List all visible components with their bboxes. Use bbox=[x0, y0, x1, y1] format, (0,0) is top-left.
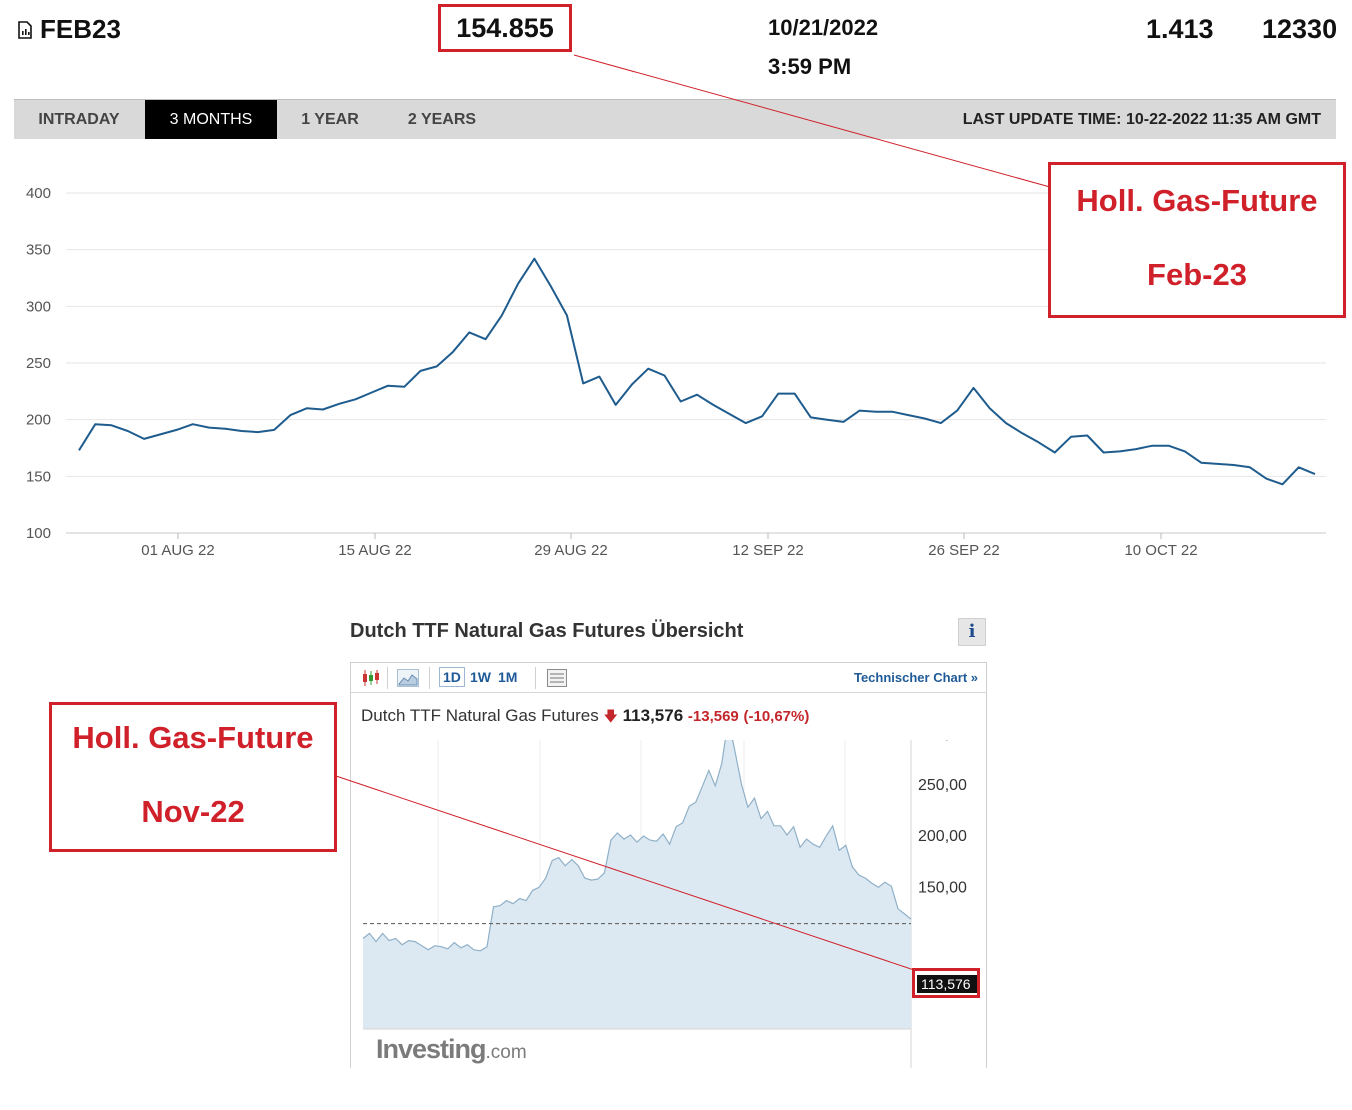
table-view-icon[interactable] bbox=[547, 669, 567, 687]
y-tick-label: 150,00 bbox=[918, 879, 967, 896]
document-chart-icon bbox=[18, 20, 32, 39]
current-price-tag: 113,576 bbox=[912, 968, 980, 998]
pointer-line-bottom bbox=[335, 775, 915, 971]
y-tick-label: 400 bbox=[26, 185, 51, 202]
y-tick-label: 300,00 bbox=[918, 740, 967, 743]
y-tick-label: 200,00 bbox=[918, 828, 967, 845]
annotation-nov22-line1: Holl. Gas-Future bbox=[72, 720, 314, 755]
volume: 12330 bbox=[1262, 14, 1338, 44]
current-price-label: 113,576 bbox=[917, 975, 977, 993]
price-line bbox=[78, 257, 1316, 486]
x-tick-label: 15 AUG 22 bbox=[338, 542, 411, 559]
instrument-summary: Dutch TTF Natural Gas Futures 🡇 113,576 … bbox=[361, 706, 809, 730]
tab-intraday[interactable]: INTRADAY bbox=[38, 111, 120, 128]
y-tick-label: 250 bbox=[26, 355, 51, 372]
candlestick-icon[interactable] bbox=[361, 669, 381, 687]
range-1w-button[interactable]: 1W bbox=[470, 669, 491, 685]
instrument-price: 113,576 bbox=[622, 706, 684, 725]
range-1m-button[interactable]: 1M bbox=[498, 669, 518, 685]
y-tick-label: 350 bbox=[26, 242, 51, 259]
tab-2-years[interactable]: 2 YEARS bbox=[407, 111, 477, 128]
quote-symbol: FEB23 bbox=[18, 14, 121, 45]
annotation-feb23-line2: Feb-23 bbox=[1147, 257, 1247, 292]
last-update-time: LAST UPDATE TIME: 10-22-2022 11:35 AM GM… bbox=[962, 111, 1321, 128]
x-tick-label: 01 AUG 22 bbox=[141, 542, 214, 559]
area-chart-icon[interactable] bbox=[397, 669, 419, 687]
y-tick-label: 100 bbox=[26, 525, 51, 542]
y-tick-label: 300 bbox=[26, 298, 51, 315]
price-area-line bbox=[362, 740, 912, 952]
instrument-change-pct: (-10,67%) bbox=[743, 708, 810, 725]
instrument-name: Dutch TTF Natural Gas Futures bbox=[361, 706, 599, 725]
last-price: 154.855 bbox=[438, 4, 572, 52]
y-tick-label: 150 bbox=[26, 468, 51, 485]
annotation-feb23: Holl. Gas-Future Feb-23 bbox=[1048, 162, 1346, 318]
widget-frame bbox=[350, 662, 987, 1068]
symbol-text: FEB23 bbox=[40, 14, 121, 44]
x-tick-label: 10 OCT 22 bbox=[1124, 542, 1197, 559]
price-area bbox=[363, 740, 911, 1029]
logo-text: Investing bbox=[376, 1034, 487, 1064]
price-change: 1.413 bbox=[1146, 14, 1214, 44]
info-button[interactable]: i bbox=[958, 618, 986, 646]
investing-logo: Investing.com bbox=[376, 1034, 527, 1065]
x-tick-label: 26 SEP 22 bbox=[928, 542, 999, 559]
y-tick-label: 200 bbox=[26, 412, 51, 429]
logo-suffix: .com bbox=[485, 1042, 527, 1063]
quote-time: 3:59 PM bbox=[768, 54, 852, 79]
range-1d-button[interactable]: 1D bbox=[439, 667, 465, 687]
technical-chart-link[interactable]: Technischer Chart » bbox=[853, 670, 978, 685]
chart-toolbar: 1D 1W 1M Technischer Chart » bbox=[351, 663, 986, 693]
range-tab-bar: INTRADAY 3 MONTHS 1 YEAR 2 YEARS LAST UP… bbox=[14, 99, 1336, 139]
annotation-nov22: Holl. Gas-Future Nov-22 bbox=[49, 702, 337, 852]
x-tick-label: 29 AUG 22 bbox=[534, 542, 607, 559]
tab-3-months[interactable]: 3 MONTHS bbox=[145, 100, 277, 139]
quote-date: 10/21/2022 bbox=[768, 15, 879, 40]
annotation-nov22-line2: Nov-22 bbox=[141, 794, 245, 829]
down-arrow-icon: 🡇 bbox=[603, 708, 618, 724]
widget-title: Dutch TTF Natural Gas Futures Übersicht bbox=[350, 620, 744, 642]
instrument-change: -13,569 bbox=[687, 708, 739, 725]
tab-1-year[interactable]: 1 YEAR bbox=[301, 111, 359, 128]
pointer-line-top bbox=[573, 54, 1051, 188]
x-tick-label: 12 SEP 22 bbox=[732, 542, 803, 559]
annotation-feb23-line1: Holl. Gas-Future bbox=[1076, 183, 1318, 218]
y-tick-label: 250,00 bbox=[918, 777, 967, 794]
